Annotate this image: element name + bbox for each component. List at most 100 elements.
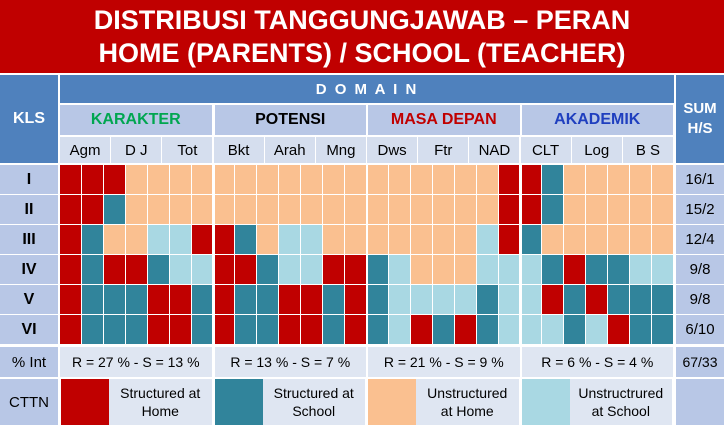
legend-swatch-1 — [61, 379, 109, 425]
grid-cell — [652, 225, 674, 255]
grid-cell — [476, 285, 499, 315]
grid-cell — [257, 195, 280, 225]
grid-cell — [191, 225, 214, 255]
grid-cell — [410, 225, 433, 255]
grid-cell — [608, 165, 631, 195]
grid-cell — [345, 225, 367, 255]
grid-cell — [498, 285, 521, 315]
grid-cell — [60, 195, 82, 225]
legend-text-3: Unstructured at Home — [416, 379, 519, 425]
grid-cell — [476, 255, 499, 285]
grid-cell — [586, 195, 609, 225]
legend-text-2: Structured at School — [262, 379, 365, 425]
grid-cell — [388, 315, 411, 345]
grid-cell — [323, 315, 346, 345]
sum-iv: 9/8 — [676, 255, 724, 284]
sum-header-line-1: SUM — [683, 100, 717, 117]
subcategory-mng: Mng — [315, 137, 366, 163]
grid-cell — [432, 195, 455, 225]
grid-cell — [367, 195, 389, 225]
grid-cell — [235, 195, 258, 225]
grid-cell — [81, 285, 104, 315]
grid-cell — [169, 285, 192, 315]
row-label-ii: II — [0, 195, 58, 224]
grid-cell — [432, 285, 455, 315]
grid-cell — [564, 315, 587, 345]
legend-text-line-1: Unstructured — [427, 385, 508, 401]
grid-cell — [564, 285, 587, 315]
grid-cell — [388, 225, 411, 255]
grid-cell — [103, 255, 126, 285]
grid-cell — [630, 255, 653, 285]
grid-cell — [125, 165, 148, 195]
grid-cell — [498, 195, 521, 225]
grid-cell — [235, 225, 258, 255]
sum-header-line-2: H/S — [687, 120, 713, 137]
grid-cell — [367, 315, 389, 345]
grid-cell — [652, 195, 674, 225]
grid-cell — [410, 285, 433, 315]
subcategory-agm: Agm — [60, 137, 111, 163]
grid-cell — [542, 255, 565, 285]
grid-cell — [476, 195, 499, 225]
grid-cell — [60, 255, 82, 285]
grid-cell — [213, 195, 236, 225]
kls-header: KLS — [0, 75, 58, 163]
grid-cell — [388, 285, 411, 315]
grid-cell — [542, 225, 565, 255]
grid-cell — [257, 165, 280, 195]
grid-cell — [652, 255, 674, 285]
grid-cell — [235, 255, 258, 285]
grid-cell — [454, 315, 477, 345]
grid-cell — [169, 225, 192, 255]
grid-cell — [191, 195, 214, 225]
grid-cell — [476, 165, 499, 195]
grid-cell — [630, 285, 653, 315]
sum-iii: 12/4 — [676, 225, 724, 254]
grid-cell — [257, 315, 280, 345]
grid-cell — [147, 285, 170, 315]
grid-cell — [630, 225, 653, 255]
grid-cell — [323, 165, 346, 195]
grid-cell — [345, 315, 367, 345]
grid-cell — [542, 315, 565, 345]
grid-cell — [81, 165, 104, 195]
grid-cell — [498, 315, 521, 345]
grid-cell — [608, 195, 631, 225]
row-label-vi: VI — [0, 315, 58, 344]
grid-cell — [235, 285, 258, 315]
subcategory-bs: B S — [622, 137, 673, 163]
subcategory-dj: D J — [111, 137, 162, 163]
grid-cell — [125, 255, 148, 285]
grid-cell — [213, 315, 236, 345]
grid-cell — [388, 165, 411, 195]
grid-cell — [103, 225, 126, 255]
responsibility-grid — [60, 165, 674, 345]
grid-cell — [301, 315, 324, 345]
legend-swatch-4 — [521, 379, 570, 425]
grid-cell — [432, 315, 455, 345]
page-title: DISTRIBUSI TANGGUNGJAWAB – PERAN HOME (P… — [0, 0, 724, 73]
grid-cell — [279, 165, 302, 195]
grid-cell — [279, 255, 302, 285]
grid-cell — [367, 255, 389, 285]
domain-header: D O M A I N — [60, 75, 674, 103]
grid-cell — [432, 255, 455, 285]
grid-cell — [630, 195, 653, 225]
grid-cell — [279, 195, 302, 225]
grid-cell — [542, 165, 565, 195]
grid-cell — [345, 255, 367, 285]
sum-ii: 15/2 — [676, 195, 724, 224]
grid-cell — [169, 165, 192, 195]
grid-cell — [586, 315, 609, 345]
row-label-v: V — [0, 285, 58, 314]
grid-cell — [586, 165, 609, 195]
grid-cell — [81, 225, 104, 255]
grid-cell — [103, 195, 126, 225]
grid-cell — [476, 315, 499, 345]
grid-cell — [257, 255, 280, 285]
grid-cell — [103, 315, 126, 345]
grid-cell — [213, 255, 236, 285]
grid-cell — [147, 315, 170, 345]
grid-cell — [147, 165, 170, 195]
